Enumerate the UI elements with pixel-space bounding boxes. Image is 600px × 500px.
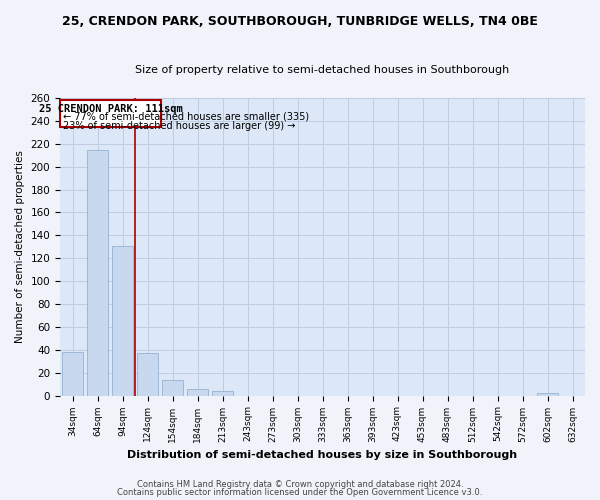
Text: Contains HM Land Registry data © Crown copyright and database right 2024.: Contains HM Land Registry data © Crown c… [137, 480, 463, 489]
Title: Size of property relative to semi-detached houses in Southborough: Size of property relative to semi-detach… [136, 65, 509, 75]
Y-axis label: Number of semi-detached properties: Number of semi-detached properties [15, 150, 25, 343]
FancyBboxPatch shape [60, 100, 161, 126]
Bar [112, 246, 133, 396]
X-axis label: Distribution of semi-detached houses by size in Southborough: Distribution of semi-detached houses by … [127, 450, 518, 460]
Bar [62, 352, 83, 396]
Bar [187, 388, 208, 396]
Bar [87, 150, 108, 396]
Bar [537, 394, 558, 396]
Text: ← 77% of semi-detached houses are smaller (335): ← 77% of semi-detached houses are smalle… [62, 112, 308, 122]
Bar [137, 353, 158, 396]
Bar [212, 391, 233, 396]
Text: Contains public sector information licensed under the Open Government Licence v3: Contains public sector information licen… [118, 488, 482, 497]
Text: 23% of semi-detached houses are larger (99) →: 23% of semi-detached houses are larger (… [62, 121, 295, 131]
Text: 25, CRENDON PARK, SOUTHBOROUGH, TUNBRIDGE WELLS, TN4 0BE: 25, CRENDON PARK, SOUTHBOROUGH, TUNBRIDG… [62, 15, 538, 28]
Bar [162, 380, 183, 396]
Text: 25 CRENDON PARK: 111sqm: 25 CRENDON PARK: 111sqm [39, 104, 182, 114]
